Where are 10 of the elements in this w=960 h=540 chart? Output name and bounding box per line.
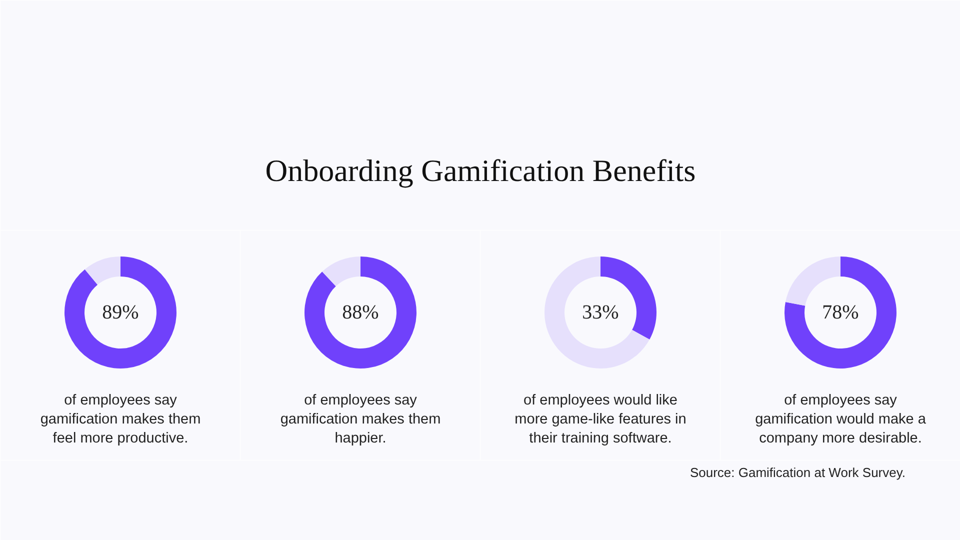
source-note: Source: Gamification at Work Survey.	[690, 465, 906, 480]
text: of employees would like more game-like features in their training software.	[514, 392, 686, 446]
data-label: 33%	[582, 302, 619, 324]
data-label: 89%	[102, 302, 139, 324]
data-label: 88%	[342, 302, 379, 324]
text: of employees say gamification makes them happier.	[280, 392, 441, 446]
text: Onboarding Gamification Benefits	[265, 153, 696, 188]
text: of employees say gamification would make a company more desirable.	[755, 392, 927, 446]
data-label: 78%	[822, 302, 859, 324]
text: of employees say gamification makes them feel more productive.	[40, 392, 201, 446]
